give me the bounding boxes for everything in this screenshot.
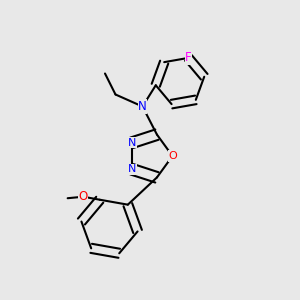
- Text: F: F: [185, 51, 192, 64]
- Text: O: O: [168, 151, 177, 161]
- Text: O: O: [79, 190, 88, 203]
- Text: N: N: [138, 100, 147, 113]
- Text: N: N: [128, 138, 136, 148]
- Text: N: N: [128, 164, 136, 174]
